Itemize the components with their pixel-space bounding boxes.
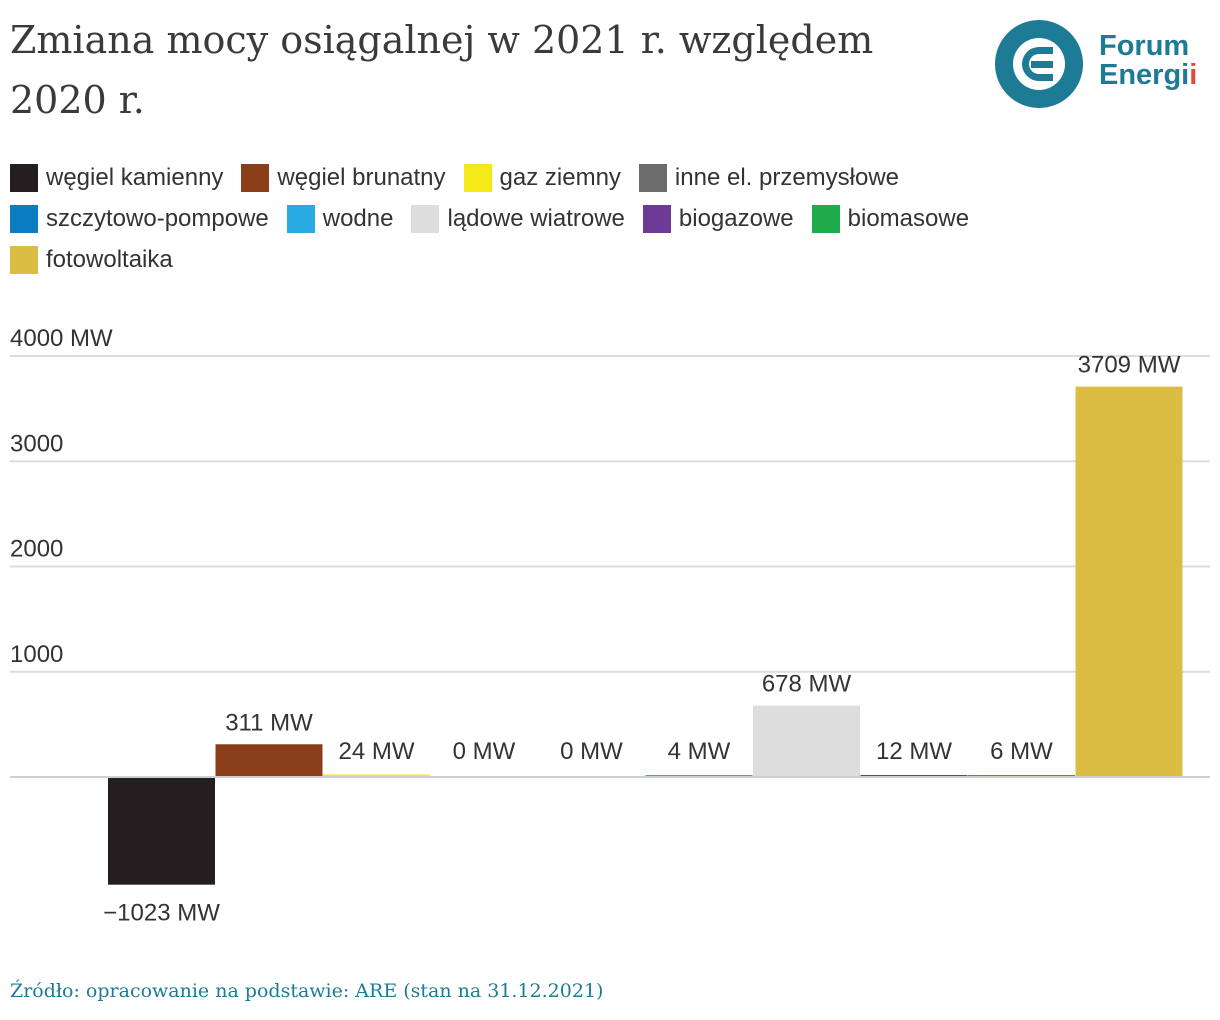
legend-label: węgiel brunatny [277, 163, 446, 191]
legend-row: szczytowo-pompowe wodne lądowe wiatrowe … [10, 198, 1210, 239]
logo-mark-icon [995, 20, 1083, 108]
bar-data-label: 24 MW [338, 738, 414, 765]
bar-data-label: 12 MW [876, 738, 952, 765]
y-tick-label: 1000 [10, 641, 63, 668]
y-tick-label: 4000 MW [10, 325, 113, 352]
legend-swatch [811, 204, 840, 233]
bar-data-label: 6 MW [990, 738, 1053, 765]
bar [108, 777, 215, 885]
bar [215, 744, 323, 777]
legend-swatch [10, 204, 38, 233]
legend-label: biomasowe [847, 204, 970, 232]
legend-item: węgiel brunatny [241, 163, 446, 192]
legend-label: fotowoltaika [46, 245, 173, 273]
legend-swatch [10, 163, 38, 192]
bar-data-label: 4 MW [668, 738, 731, 765]
legend-label: inne el. przemysłowe [674, 163, 900, 191]
logo-line-2-dots: i [1189, 59, 1198, 91]
logo-line-1: Forum [1099, 30, 1190, 62]
legend-label: wodne [322, 204, 394, 232]
legend-swatch [638, 163, 667, 192]
bar-data-label: −1023 MW [103, 900, 220, 927]
legend-swatch [241, 163, 270, 192]
bar-data-label: 0 MW [560, 738, 623, 765]
bar [1075, 386, 1183, 777]
bar-data-label: 0 MW [453, 738, 516, 765]
legend-item: biogazowe [642, 204, 794, 233]
legend-item: wodne [286, 204, 394, 233]
logo-line-2: Energi [1099, 59, 1190, 91]
bar-chart: 1000 2000 3000 4000 MW −1023 MW 311 MW 24 MW 0 … [10, 325, 1210, 927]
bar [323, 774, 430, 777]
legend-item: gaz ziemny [463, 163, 621, 192]
legend-item: węgiel kamienny [10, 163, 224, 192]
legend-label: węgiel kamienny [46, 163, 224, 191]
legend-swatch [463, 163, 492, 192]
logo-text: Forum Energii [1099, 32, 1197, 90]
legend-label: szczytowo-pompowe [46, 204, 269, 232]
legend-label: lądowe wiatrowe [447, 204, 625, 232]
legend-swatch [10, 245, 38, 274]
legend-row: węgiel kamienny węgiel brunatny gaz ziem… [10, 157, 1210, 198]
legend-swatch [286, 204, 315, 233]
legend-swatch [642, 204, 671, 233]
chart-legend: węgiel kamienny węgiel brunatny gaz ziem… [10, 157, 1210, 280]
bar [753, 705, 860, 777]
legend-label: gaz ziemny [499, 163, 621, 191]
forum-energii-logo: Forum Energii [995, 20, 1210, 110]
legend-label: biogazowe [678, 204, 794, 232]
legend-item: inne el. przemysłowe [638, 163, 900, 192]
bar-data-label: 311 MW [225, 709, 313, 736]
legend-row: fotowoltaika [10, 239, 1210, 280]
legend-swatch [411, 204, 440, 233]
bar-data-label: 678 MW [762, 671, 852, 698]
chart-title: Zmiana mocy osiągalnej w 2021 r. względe… [10, 18, 874, 122]
legend-item: fotowoltaika [10, 245, 173, 274]
source-note: Źródło: opracowanie na podstawie: ARE (s… [10, 980, 604, 1002]
y-tick-label: 2000 [10, 536, 63, 563]
legend-item: biomasowe [811, 204, 970, 233]
legend-item: szczytowo-pompowe [10, 204, 269, 233]
bar-data-label: 3709 MW [1078, 352, 1181, 379]
legend-item: lądowe wiatrowe [411, 204, 625, 233]
y-tick-label: 3000 [10, 430, 63, 457]
